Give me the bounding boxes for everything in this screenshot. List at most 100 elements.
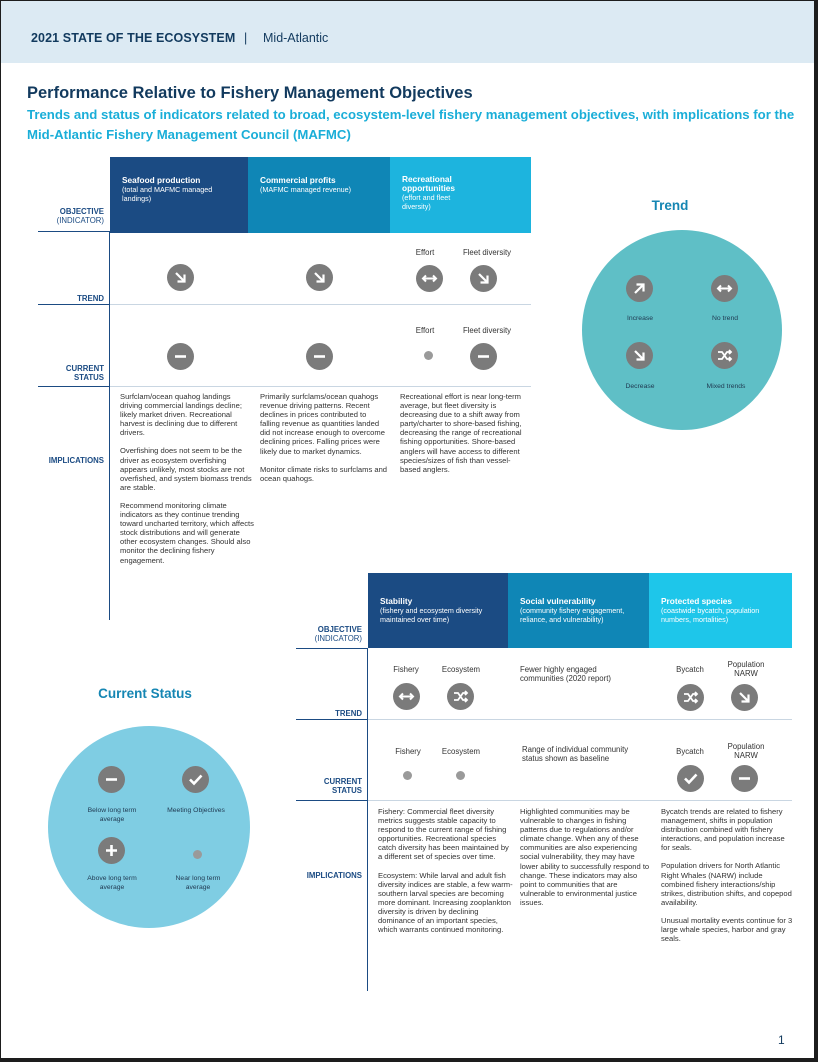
objective-social-vulnerability: Social vulnerability (community fishery …	[508, 573, 649, 648]
status-fishery-label: Fishery	[395, 747, 421, 756]
status-ecosystem-label: Ecosystem	[441, 747, 481, 756]
divider	[38, 231, 110, 232]
divider	[368, 800, 792, 801]
objective-title: Recreational opportunities	[402, 174, 456, 193]
below-average-icon	[731, 765, 758, 792]
implications-social: Highlighted communities may be vulnerabl…	[520, 807, 654, 916]
row-label-implications: IMPLICATIONS	[306, 871, 362, 880]
objective-title: Commercial profits	[260, 175, 336, 185]
implication-text: Monitor climate risks to surfclams and o…	[260, 464, 388, 483]
status-legend-title: Current Status	[98, 686, 192, 701]
implication-text: Ecosystem: While larval and adult fish d…	[378, 870, 513, 935]
divider	[109, 387, 110, 620]
status-label: STATUS	[73, 373, 104, 382]
no-trend-icon	[711, 275, 738, 302]
near-average-dot	[456, 771, 465, 780]
below-average-icon	[306, 343, 333, 370]
row-label-trend: TREND	[335, 709, 362, 718]
above-average-caption: Above long term average	[87, 875, 137, 891]
increase-caption: Increase	[626, 315, 654, 322]
row-label-objective: OBJECTIVE (INDICATOR)	[40, 207, 104, 225]
objective-indicator: (fishery and ecosystem diversity maintai…	[380, 606, 483, 624]
implication-text: Bycatch trends are related to fishery ma…	[661, 807, 785, 853]
implication-text: Recommend monitoring climate indicators …	[120, 500, 254, 565]
status-bycatch-label: Bycatch	[676, 747, 704, 756]
implication-text: Overfishing does not seem to be the driv…	[120, 446, 252, 492]
objective-label: OBJECTIVE	[317, 625, 362, 634]
objective-seafood-production: Seafood production (total and MAFMC mana…	[110, 157, 248, 233]
current-label: CURRENT	[65, 364, 104, 373]
status-social-label: Range of individual community status sho…	[522, 745, 629, 763]
mixed-trends-icon	[711, 342, 738, 369]
objective-recreational-opportunities: Recreational opportunities (effort and f…	[390, 157, 531, 233]
objective-indicator: (coastwide bycatch, population numbers, …	[661, 606, 760, 624]
implication-text: Surfclam/ocean quahog landings driving c…	[120, 392, 242, 438]
objective-indicator: (community fishery engagement, reliance,…	[520, 606, 625, 624]
status-legend	[48, 726, 250, 928]
divider	[109, 305, 110, 386]
no-trend-icon	[393, 683, 420, 710]
objective-indicator: (MAFMC managed revenue)	[260, 185, 352, 194]
near-average-dot	[193, 850, 202, 859]
implications-protected: Bycatch trends are related to fishery ma…	[661, 807, 795, 952]
row-label-implications: IMPLICATIONS	[48, 456, 104, 465]
trend-effort-label: Effort	[415, 248, 435, 257]
implication-text: Unusual mortality events continue for 3 …	[661, 915, 793, 944]
divider	[110, 386, 531, 387]
row-label-objective: OBJECTIVE (INDICATOR)	[298, 625, 362, 643]
report-title: 2021 STATE OF THE ECOSYSTEM	[31, 31, 236, 45]
header-separator: |	[244, 31, 248, 45]
trend-legend-title: Trend	[651, 198, 689, 213]
page-subheading: Trends and status of indicators related …	[27, 107, 795, 142]
divider	[109, 232, 110, 304]
status-fleet-diversity-label: Fleet diversity	[462, 326, 512, 335]
trend-ecosystem-label: Ecosystem	[441, 665, 481, 674]
below-average-icon	[167, 343, 194, 370]
trend-bycatch-label: Bycatch	[676, 665, 704, 674]
indicator-label: (INDICATOR)	[56, 216, 104, 225]
above-average-icon	[98, 837, 125, 864]
objective-commercial-profits: Commercial profits (MAFMC managed revenu…	[248, 157, 390, 233]
increase-icon	[626, 275, 653, 302]
meeting-objectives-caption: Meeting Objectives	[167, 807, 225, 814]
mixed-trends-caption: Mixed trends	[706, 383, 746, 390]
implication-text: Highlighted communities may be vulnerabl…	[520, 807, 650, 907]
page-heading: Performance Relative to Fishery Manageme…	[27, 84, 473, 102]
indicator-label: (INDICATOR)	[314, 634, 362, 643]
no-trend-caption: No trend	[711, 315, 739, 322]
implications-stability: Fishery: Commercial fleet diversity metr…	[378, 807, 513, 943]
divider	[296, 648, 368, 649]
status-effort-label: Effort	[415, 326, 435, 335]
objective-label: OBJECTIVE	[59, 207, 104, 216]
below-average-icon	[98, 766, 125, 793]
trend-fishery-label: Fishery	[393, 665, 419, 674]
implications-seafood: Surfclam/ocean quahog landings driving c…	[120, 392, 255, 574]
meeting-objectives-icon	[182, 766, 209, 793]
divider	[38, 304, 110, 305]
below-average-icon	[470, 343, 497, 370]
status-population-label: Population NARW	[727, 742, 765, 760]
near-average-dot	[403, 771, 412, 780]
divider	[367, 649, 368, 719]
objective-title: Protected species	[661, 596, 733, 606]
implication-text: Recreational effort is near long-term av…	[400, 392, 522, 474]
meeting-objectives-icon	[677, 765, 704, 792]
row-label-trend: TREND	[77, 294, 104, 303]
objective-indicator: (total and MAFMC managed landings)	[122, 185, 213, 203]
near-average-dot	[424, 351, 433, 360]
divider	[367, 720, 368, 800]
row-label-current-status: CURRENT STATUS	[40, 364, 104, 382]
mixed-trends-icon	[677, 684, 704, 711]
row-label-current-status: CURRENT STATUS	[298, 777, 362, 795]
below-average-caption: Below long term average	[87, 807, 137, 823]
trend-social-label: Fewer highly engaged communities (2020 r…	[520, 665, 612, 683]
objective-indicator: (effort and fleet diversity)	[402, 193, 451, 211]
no-trend-icon	[416, 265, 443, 292]
objective-title: Social vulnerability	[520, 596, 596, 606]
near-average-caption: Near long term average	[175, 875, 221, 891]
objective-title: Stability	[380, 596, 413, 606]
objective-stability: Stability (fishery and ecosystem diversi…	[368, 573, 508, 648]
report-header: 2021 STATE OF THE ECOSYSTEM | Mid-Atlant…	[1, 1, 814, 63]
objective-title: Seafood production	[122, 175, 201, 185]
